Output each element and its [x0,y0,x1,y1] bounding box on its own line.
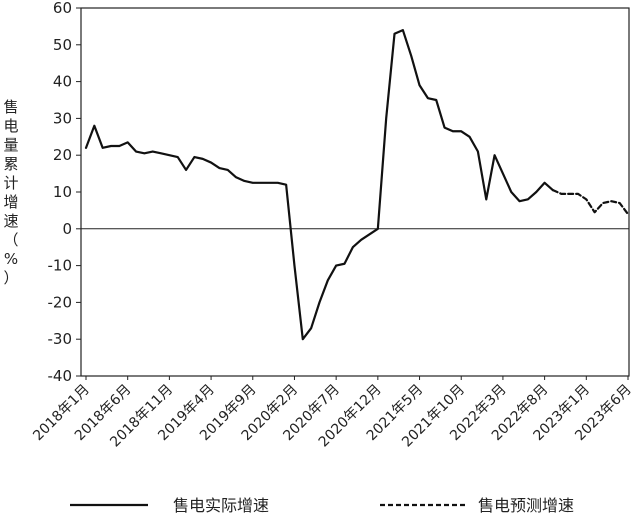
y-tick-label: 60 [53,0,72,17]
y-tick-label: 30 [53,109,72,127]
legend-label-forecast: 售电预测增速 [478,496,574,515]
forecast-series-line [551,189,630,216]
y-tick-label: -20 [48,293,73,311]
y-tick-label: -40 [48,367,73,385]
y-axis-label-char: （ [3,231,18,249]
actual-series-line [84,28,555,341]
y-tick-label: -10 [48,257,73,275]
y-axis-label-char: ） [3,269,18,287]
y-axis-label-char: 累 [3,155,18,173]
y-axis-label-char: 计 [3,174,18,192]
y-tick-label: 0 [62,220,72,238]
y-tick-label: 10 [53,183,72,201]
y-tick-label: 50 [53,36,72,54]
y-tick-label: 40 [53,73,72,91]
y-axis-label-char: 电 [3,117,18,135]
y-axis-label-char: 增 [3,193,18,211]
y-axis-label-char: 速 [3,212,18,230]
y-axis-label-char: 量 [3,136,18,154]
y-tick-label: -30 [48,330,73,348]
plot-area-frame [80,7,630,377]
y-axis-label-char: 售 [3,98,18,116]
y-tick-label: 20 [53,146,72,164]
y-axis-label-char: % [4,250,18,268]
legend-label-actual: 售电实际增速 [173,496,269,515]
